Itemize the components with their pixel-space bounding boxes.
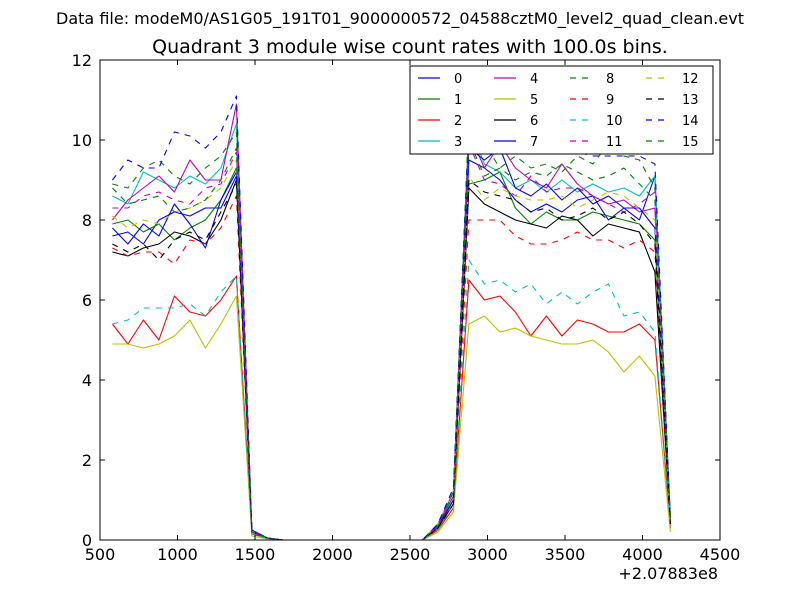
series-line-10	[112, 259, 671, 541]
series-line-14	[111, 95, 671, 541]
legend-label-5: 5	[530, 93, 538, 108]
y-tick-label: 8	[82, 211, 92, 230]
series-line-12	[112, 159, 671, 541]
x-tick-label: 4000	[622, 545, 663, 564]
legend-label-9: 9	[606, 93, 614, 108]
legend-label-6: 6	[530, 114, 538, 129]
legend-label-0: 0	[454, 72, 462, 87]
series-line-1	[112, 167, 671, 541]
axis-ticks: 500 1000 1500 2000 2500 3000 3500 4000 4500 0 2 4 6 8…	[72, 51, 741, 564]
legend-label-3: 3	[454, 135, 462, 150]
legend-label-8: 8	[606, 72, 614, 87]
chart-suptitle: Data file: modeM0/AS1G05_191T01_90000005…	[56, 9, 744, 28]
y-tick-label: 6	[82, 291, 92, 310]
y-tick-label: 0	[82, 531, 92, 550]
legend-label-1: 1	[454, 93, 462, 108]
legend-label-11: 11	[606, 135, 623, 150]
x-tick-label: 2000	[312, 545, 353, 564]
x-tick-label: 1000	[157, 545, 198, 564]
chart-title: Quadrant 3 module wise count rates with …	[152, 36, 668, 58]
series-line-7	[112, 147, 671, 541]
series-line-15	[112, 139, 671, 541]
x-tick-label: 2500	[390, 545, 431, 564]
legend-box	[409, 65, 714, 155]
legend-label-14: 14	[682, 114, 699, 129]
y-tick-label: 10	[72, 131, 92, 150]
x-offset-label: +2.07883e8	[618, 564, 718, 583]
x-tick-label: 4500	[700, 545, 741, 564]
x-tick-label: 3000	[467, 545, 508, 564]
legend-label-12: 12	[682, 72, 699, 87]
series-line-0	[112, 159, 671, 541]
y-tick-label: 12	[72, 51, 92, 70]
y-tick-label: 4	[82, 371, 92, 390]
y-tick-label: 2	[82, 451, 92, 470]
series-line-5	[112, 295, 671, 541]
legend-label-4: 4	[530, 72, 538, 87]
x-tick-label: 1500	[235, 545, 276, 564]
legend-label-15: 15	[682, 135, 699, 150]
x-tick-label: 3500	[545, 545, 586, 564]
series-layer	[111, 95, 671, 541]
x-tick-label: 500	[85, 545, 116, 564]
legend-label-10: 10	[606, 114, 623, 129]
legend-label-13: 13	[682, 93, 699, 108]
legend-label-2: 2	[454, 114, 462, 129]
legend-label-7: 7	[530, 135, 538, 150]
series-line-9	[112, 195, 671, 541]
series-line-2	[111, 275, 671, 541]
